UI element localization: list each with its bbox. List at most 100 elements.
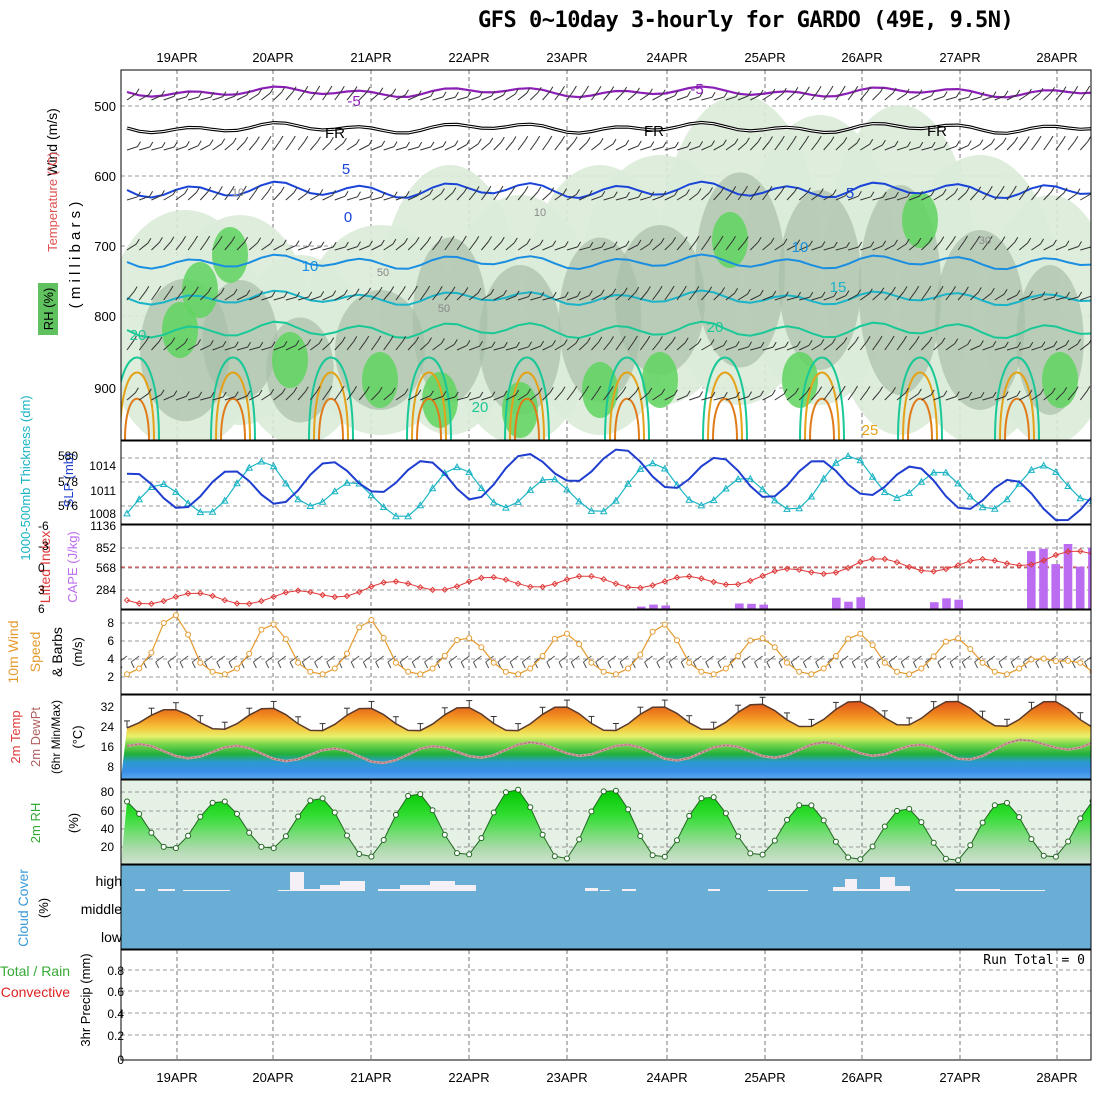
wind-barb xyxy=(407,341,416,351)
li-marker xyxy=(954,562,962,569)
wind-barb-flag xyxy=(980,91,985,98)
wind10-barb-flag xyxy=(167,661,172,669)
wind-barb-flag xyxy=(1065,339,1070,346)
wind-barb-flag xyxy=(244,236,249,243)
wind-barb-flag xyxy=(625,139,630,146)
wind-barb-flag xyxy=(780,135,785,142)
wind-barb xyxy=(762,346,774,351)
wind-barb-flag xyxy=(194,235,198,242)
wind-barb-flag xyxy=(612,288,617,294)
wind-barb-flag xyxy=(1074,85,1079,92)
wind-barb xyxy=(383,196,395,201)
wind-barb xyxy=(456,144,467,151)
thickness-marker xyxy=(612,496,620,504)
wind10-barb-flag xyxy=(1071,661,1076,669)
wind-barb xyxy=(994,95,1006,101)
li-marker xyxy=(453,583,461,590)
wind-barb xyxy=(749,141,759,151)
wind-barb xyxy=(566,342,577,351)
wind-barb xyxy=(627,391,637,401)
wind-barb xyxy=(957,396,969,401)
wind-barb-flag xyxy=(515,290,520,297)
wind-barb-flag xyxy=(585,385,590,392)
wind-barb xyxy=(248,93,259,101)
wind-barb-flag xyxy=(967,339,972,345)
cape-bar xyxy=(1075,566,1085,609)
wind-barb xyxy=(1067,343,1078,351)
wind-barb xyxy=(933,290,941,301)
wind10-marker xyxy=(991,668,998,675)
wind-barb-flag xyxy=(503,289,507,296)
li-marker xyxy=(563,576,571,583)
wind-barb xyxy=(469,96,480,101)
wind-barb-flag xyxy=(808,240,813,246)
upper-yticks: 500 600 700 800 900 xyxy=(94,99,116,396)
li-marker xyxy=(429,586,436,594)
wind-barb-flag xyxy=(160,389,165,395)
temp-line xyxy=(126,700,1091,732)
wind-barb-flag xyxy=(488,236,492,242)
wind-barb xyxy=(432,145,444,151)
wind-barb xyxy=(530,244,541,251)
li-marker xyxy=(551,580,559,588)
wind-barb-flag xyxy=(255,185,260,192)
wind-barb xyxy=(615,340,623,351)
cape-bar xyxy=(1039,548,1048,609)
cloud-level-high: high xyxy=(96,873,122,889)
wind10-barb xyxy=(705,655,714,663)
wind10-marker xyxy=(380,634,387,641)
wind10-barb xyxy=(656,655,666,663)
wind10-barb xyxy=(424,655,433,663)
wind-barb xyxy=(395,393,406,401)
wind-barb-flag xyxy=(528,291,533,297)
wind-barb-flag xyxy=(269,87,274,94)
ylabel-unit: (%) xyxy=(36,898,51,918)
wind-barb xyxy=(1006,141,1015,151)
wind-barb xyxy=(652,242,662,251)
panel-frame xyxy=(120,609,1092,695)
ylabel-millibars: ( m i l l i b a r s ) xyxy=(67,202,84,309)
wind-barb xyxy=(310,295,321,301)
wind-barb xyxy=(640,196,651,201)
wind10-barb-flag xyxy=(851,661,856,669)
date-label: 19APR xyxy=(156,1070,197,1085)
wind-barb-flag xyxy=(161,90,165,96)
cloud-high-bar xyxy=(857,889,880,891)
thickness-marker xyxy=(453,463,461,471)
wind-barb xyxy=(261,140,269,151)
wind-barb-flag xyxy=(135,88,140,94)
wind-barb-flag xyxy=(295,340,300,346)
wind-barb xyxy=(786,296,798,301)
wind-barb xyxy=(799,296,810,301)
wind-barb-flag xyxy=(903,335,907,342)
wind-barb-flag xyxy=(759,289,764,296)
wind10-marker xyxy=(576,641,583,648)
wind-barb-flag xyxy=(1078,241,1082,247)
wind-barb xyxy=(151,194,162,201)
wind10-marker xyxy=(759,635,766,642)
rh-marker xyxy=(845,854,852,861)
wind-barb-flag xyxy=(500,236,505,243)
contour-25-loop xyxy=(609,371,645,440)
wind-barb xyxy=(346,91,355,101)
wind-barb xyxy=(481,241,489,251)
cape-bar xyxy=(942,598,951,609)
wind10-barb xyxy=(412,655,421,663)
cape-bar xyxy=(1051,564,1060,609)
wind-barb-flag xyxy=(670,285,675,292)
wind-barb-flag xyxy=(402,336,407,342)
thickness-marker xyxy=(758,485,767,493)
wind-barb xyxy=(481,190,489,201)
thickness-marker xyxy=(257,457,266,465)
wind-barb-flag xyxy=(635,286,640,293)
wind-barb xyxy=(933,342,943,351)
thickness-marker xyxy=(282,479,290,487)
wind10-marker xyxy=(979,659,986,666)
wind-barb xyxy=(151,394,162,401)
wind-barb-flag xyxy=(720,186,725,193)
wind10-barb xyxy=(583,655,592,663)
wind-barb-flag xyxy=(271,341,276,348)
wind-barb-flag xyxy=(795,387,799,394)
wind-barb xyxy=(737,396,749,401)
rh-marker xyxy=(551,853,558,860)
